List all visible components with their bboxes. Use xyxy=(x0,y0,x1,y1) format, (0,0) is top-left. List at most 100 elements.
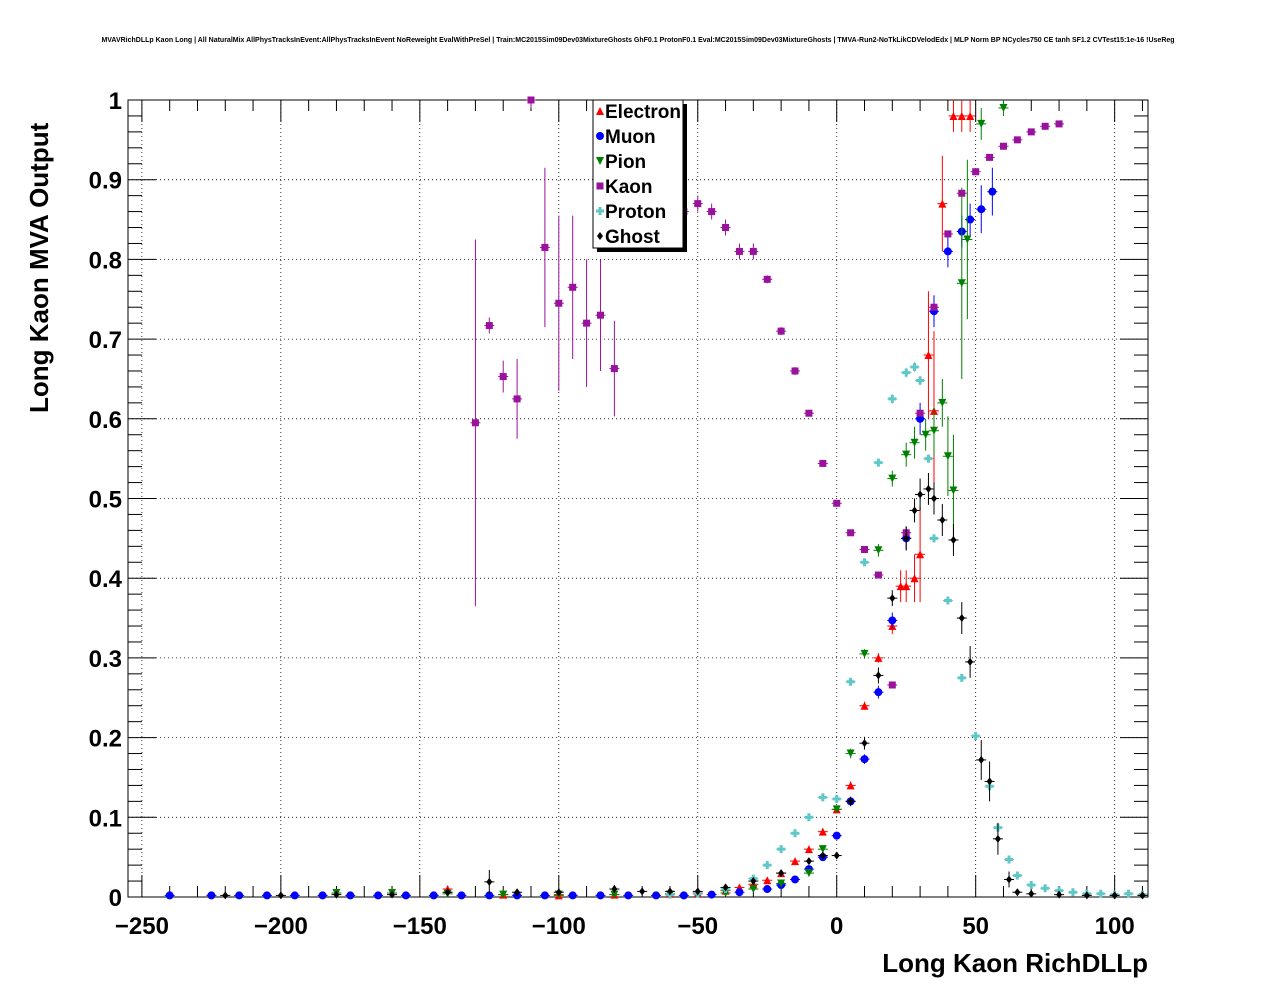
muon-point xyxy=(916,414,925,423)
legend-marker-electron xyxy=(596,107,604,115)
kaon-point xyxy=(694,200,702,208)
muon-point xyxy=(791,875,800,884)
kaon-point xyxy=(819,459,827,467)
proton-point xyxy=(1013,871,1022,880)
ghost-point xyxy=(1056,890,1063,899)
ghost-point xyxy=(986,777,993,786)
proton-point xyxy=(1124,889,1133,898)
y-tick-label: 0.9 xyxy=(89,168,122,195)
electron-point xyxy=(902,582,911,591)
y-tick-label: 0.3 xyxy=(89,646,122,673)
kaon-point xyxy=(1013,136,1021,144)
electron-point xyxy=(818,827,827,836)
ghost-point xyxy=(805,857,812,866)
pion-point xyxy=(999,103,1008,112)
proton-point xyxy=(910,362,919,371)
proton-point xyxy=(777,845,786,854)
electron-point xyxy=(860,701,869,710)
ghost-point xyxy=(917,490,924,499)
ghost-point xyxy=(861,739,868,748)
kaon-point xyxy=(569,283,577,291)
ghost-point xyxy=(1006,875,1013,884)
proton-point xyxy=(1005,855,1014,864)
muon-point xyxy=(763,885,772,894)
ghost-point xyxy=(930,494,937,503)
kaon-point xyxy=(972,168,980,176)
ghost-point xyxy=(694,887,701,896)
pion-point xyxy=(874,546,883,555)
kaon-point xyxy=(499,373,507,381)
muon-point xyxy=(707,890,716,899)
ghost-point xyxy=(222,891,229,900)
ghost-point xyxy=(875,671,882,680)
ghost-point xyxy=(958,614,965,623)
legend-label-ghost: Ghost xyxy=(605,227,661,248)
kaon-point xyxy=(1055,120,1063,128)
electron-point xyxy=(938,199,947,208)
pion-point xyxy=(860,649,869,658)
ghost-point xyxy=(1111,891,1118,900)
ghost-point xyxy=(639,887,646,896)
ghost-point xyxy=(847,797,854,806)
proton-point xyxy=(846,677,855,686)
muon-point xyxy=(596,891,605,900)
ghost-point xyxy=(389,890,396,899)
ghost-point xyxy=(750,877,757,886)
legend-label-muon: Muon xyxy=(605,127,656,148)
kaon-point xyxy=(944,230,952,238)
ghost-point xyxy=(1014,888,1021,897)
kaon-point xyxy=(610,365,618,373)
y-tick-label: 0.1 xyxy=(89,805,122,832)
proton-point xyxy=(832,794,841,803)
proton-point xyxy=(818,793,827,802)
pion-point xyxy=(888,474,897,483)
tick-labels: −250 −200 −150 −100 −50 0 50 100 0 0.1 0.2 0.3 0.4 0.… xyxy=(89,88,1135,940)
kaon-point xyxy=(958,189,966,197)
proton-point xyxy=(929,534,938,543)
pion-point xyxy=(902,450,911,459)
series-kaon xyxy=(470,96,1065,689)
pion-point xyxy=(846,749,855,758)
x-tick-label: −200 xyxy=(254,913,308,940)
ghost-point xyxy=(967,657,974,666)
proton-point xyxy=(902,368,911,377)
y-tick-label: 0.8 xyxy=(89,247,122,274)
pion-point xyxy=(749,885,758,894)
muon-point xyxy=(318,891,327,900)
pion-point xyxy=(499,890,508,899)
pion-point xyxy=(610,890,619,899)
ghost-point xyxy=(819,851,826,860)
kaon-point xyxy=(999,142,1007,150)
pion-point xyxy=(943,452,952,461)
muon-point xyxy=(832,831,841,840)
legend-box xyxy=(592,99,684,249)
y-tick-label: 1 xyxy=(109,88,122,115)
axis-ticks xyxy=(128,99,1148,898)
muon-point xyxy=(401,891,410,900)
pion-point xyxy=(804,869,813,878)
x-tick-label: −250 xyxy=(115,913,169,940)
data-points xyxy=(164,96,1148,900)
muon-point xyxy=(966,215,975,224)
ghost-point xyxy=(903,534,910,543)
kaon-point xyxy=(777,327,785,335)
legend-marker-proton xyxy=(596,207,604,215)
muon-point xyxy=(262,891,271,900)
proton-point xyxy=(1096,889,1105,898)
ghost-point xyxy=(978,755,985,764)
ghost-point xyxy=(666,887,673,896)
y-axis-label: Long Kaon MVA Output xyxy=(24,122,54,413)
electron-point xyxy=(966,111,975,120)
pion-point xyxy=(977,119,986,128)
legend-label-proton: Proton xyxy=(605,202,666,223)
kaon-point xyxy=(485,322,493,330)
muon-point xyxy=(207,891,216,900)
kaon-point xyxy=(555,299,563,307)
ghost-point xyxy=(486,877,493,886)
x-axis-label: Long Kaon RichDLLp xyxy=(882,948,1148,978)
ghost-point xyxy=(778,869,785,878)
proton-point xyxy=(1041,884,1050,893)
muon-point xyxy=(374,891,383,900)
legend-marker-muon xyxy=(596,132,604,140)
muon-point xyxy=(988,187,997,196)
